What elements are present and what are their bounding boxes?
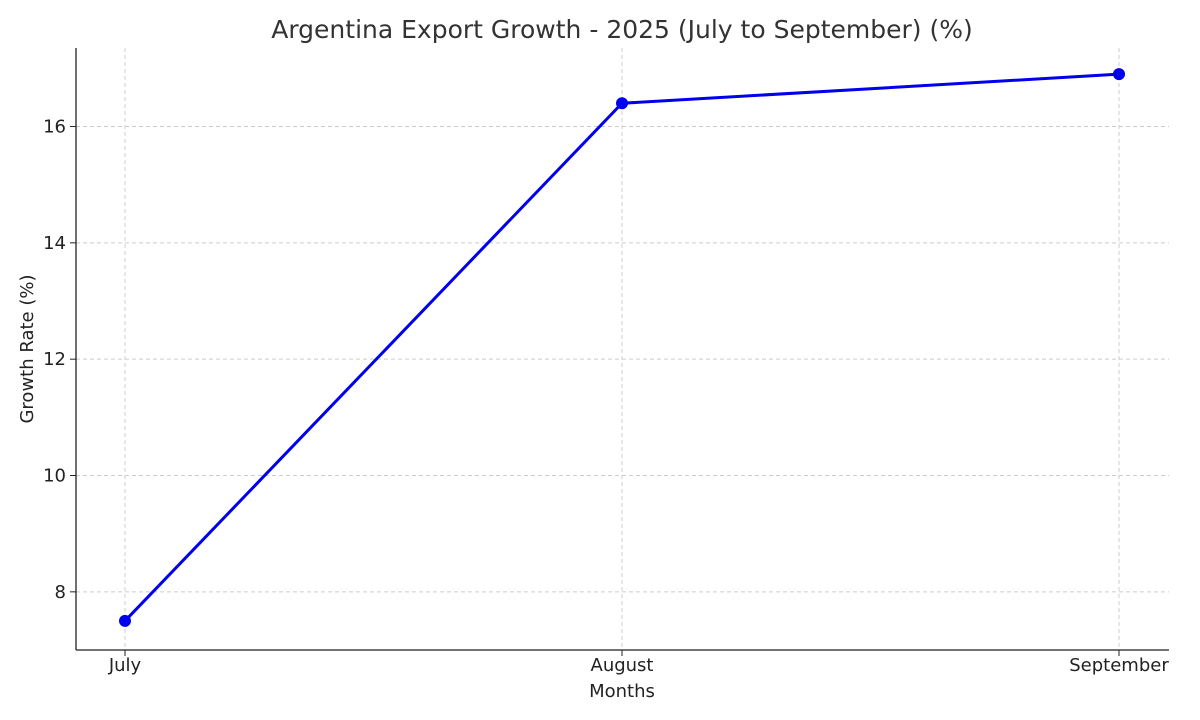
y-tick-label: 16 [43,117,66,138]
data-point-july [119,614,131,627]
x-axis-label: Months [589,681,655,702]
y-tick-label: 12 [43,349,66,370]
series [119,68,1125,627]
grid [76,48,1169,650]
x-ticks: July August September [108,650,1169,676]
y-tick-label: 14 [43,233,66,254]
data-point-august [616,97,628,110]
y-ticks: 8 10 12 14 16 [43,117,76,603]
data-point-september [1113,68,1125,81]
y-axis-label: Growth Rate (%) [17,274,38,423]
x-tick-label: September [1069,655,1169,676]
y-tick-label: 8 [55,582,66,603]
y-tick-label: 10 [43,466,66,487]
x-tick-label: August [591,655,654,676]
x-tick-label: July [108,655,142,676]
chart-title: Argentina Export Growth - 2025 (July to … [271,15,973,44]
